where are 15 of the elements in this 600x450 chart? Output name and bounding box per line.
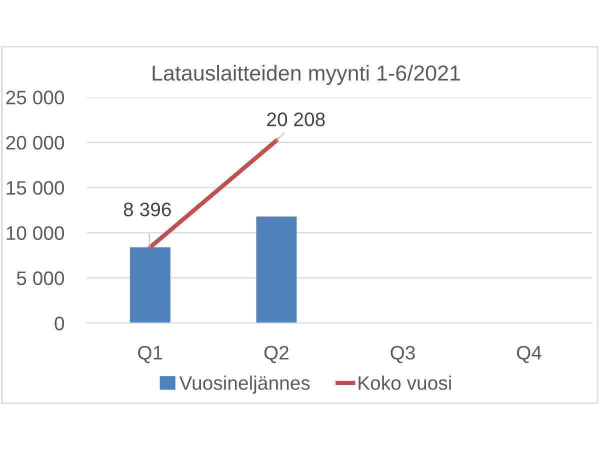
x-tick-label: Q1	[138, 346, 162, 364]
x-tick-label: Q2	[264, 346, 288, 364]
y-tick-label: 0	[54, 316, 64, 330]
legend-label: Koko vuosi	[358, 376, 451, 390]
legend-label: Vuosineljännes	[179, 376, 310, 394]
y-tick-label: 5 000	[16, 271, 64, 286]
x-tick-label: Q3	[390, 346, 415, 364]
data-label: 20 208	[267, 112, 325, 126]
y-tick-label: 10 000	[6, 226, 64, 240]
y-tick-label: 25 000	[6, 90, 64, 104]
x-tick-label: Q4	[517, 346, 542, 364]
data-label: 8 396	[124, 202, 171, 216]
y-tick-label: 20 000	[6, 136, 64, 150]
chart-title: Latauslaitteiden myynti 1-6/2021	[152, 64, 460, 85]
y-tick-label: 15 000	[6, 181, 64, 195]
